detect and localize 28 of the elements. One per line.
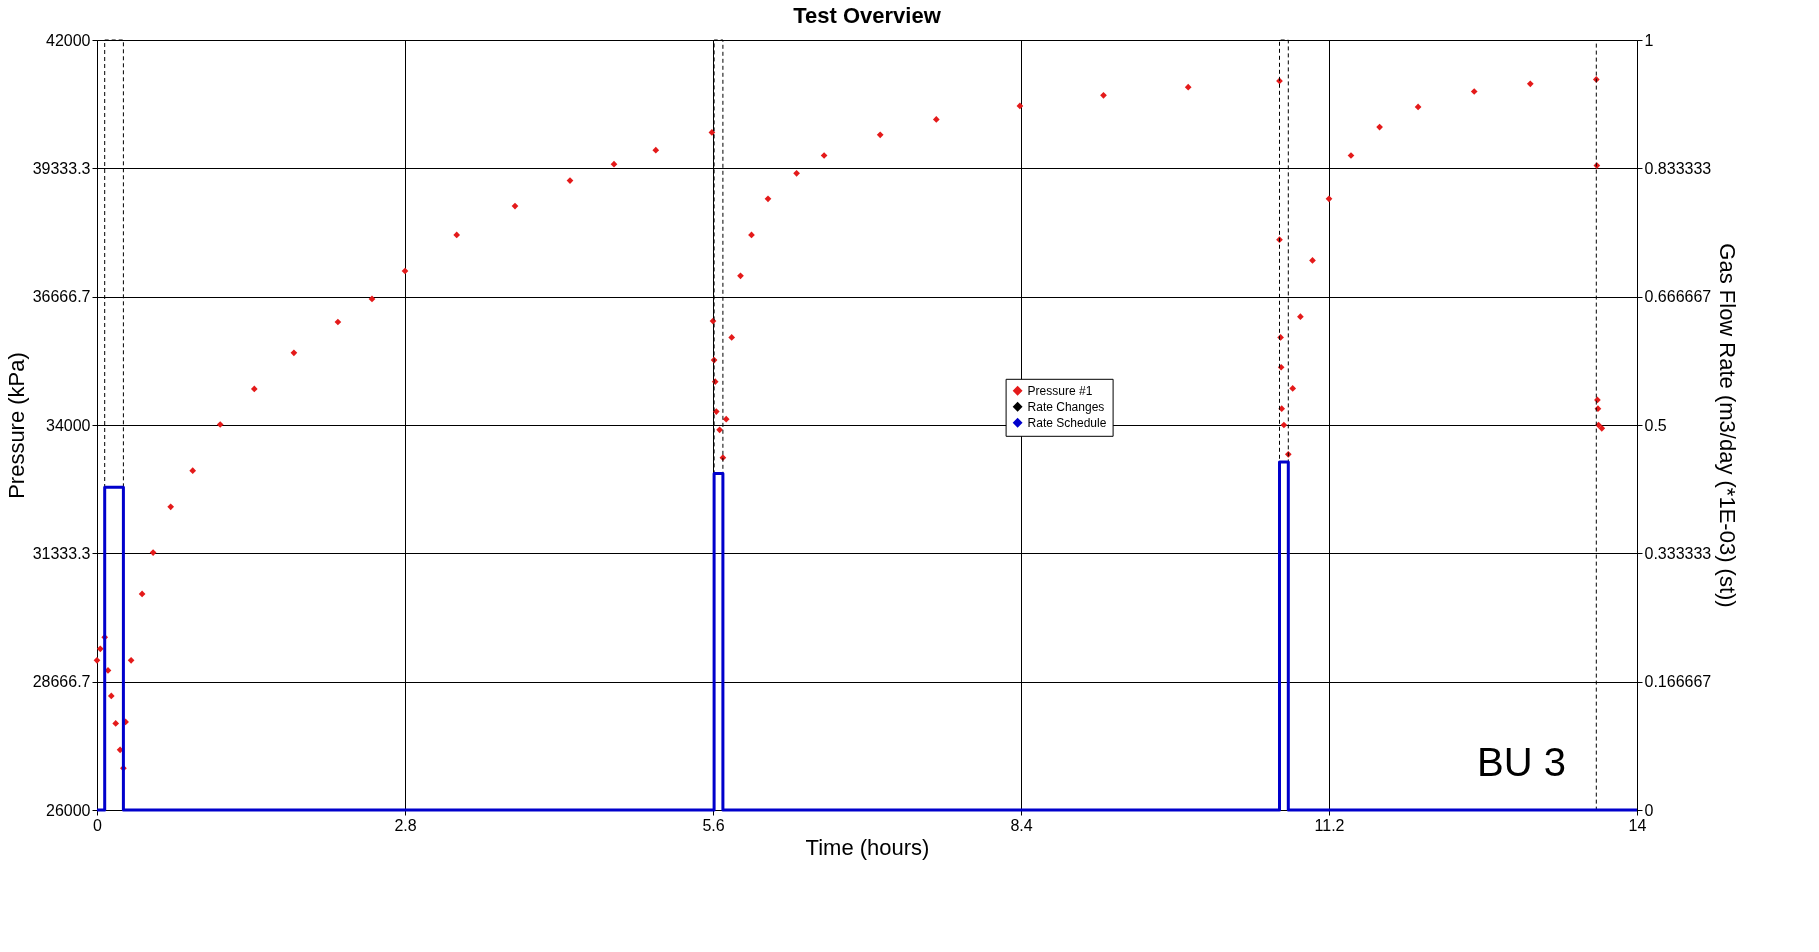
x-tick-label: 8.4 [1010, 816, 1033, 834]
y2-tick-label: 1 [1644, 31, 1654, 49]
x-tick-label: 14 [1628, 816, 1647, 834]
y2-tick-label: 0 [1644, 801, 1654, 819]
legend-label: Rate Changes [1027, 399, 1105, 414]
annotation: BU 3 [1477, 739, 1566, 784]
y2-axis-title: Gas Flow Rate (m3/day (*1E-03) (st)) [1715, 243, 1741, 608]
y2-tick-label: 0.666667 [1644, 288, 1712, 306]
y-tick-label: 39333.3 [32, 159, 91, 177]
x-axis-title: Time (hours) [805, 834, 930, 860]
y2-tick-label: 0.5 [1644, 416, 1667, 434]
y-tick-label: 42000 [46, 31, 91, 49]
y2-tick-label: 0.333333 [1644, 544, 1712, 562]
legend-label: Rate Schedule [1027, 415, 1107, 430]
y-tick-label: 26000 [46, 801, 91, 819]
x-tick-label: 0 [93, 816, 103, 834]
chart-title: Test Overview [793, 3, 942, 28]
y-tick-label: 34000 [46, 416, 91, 434]
x-tick-label: 5.6 [702, 816, 725, 834]
y2-tick-label: 0.166667 [1644, 673, 1712, 691]
legend-label: Pressure #1 [1027, 383, 1093, 398]
y-axis-title: Pressure (kPa) [3, 352, 29, 499]
x-tick-label: 11.2 [1314, 816, 1345, 834]
y2-tick-label: 0.833333 [1644, 159, 1712, 177]
y-tick-label: 28666.7 [32, 673, 91, 691]
y-tick-label: 31333.3 [32, 544, 91, 562]
x-tick-label: 2.8 [394, 816, 417, 834]
y-tick-label: 36666.7 [32, 288, 91, 306]
